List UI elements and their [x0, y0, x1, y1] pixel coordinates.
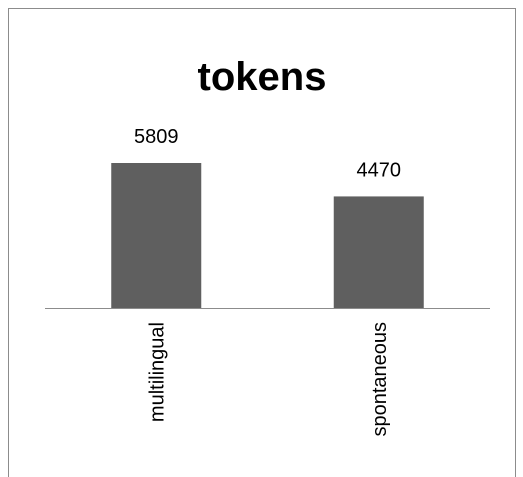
bar [333, 196, 424, 308]
value-label: 4470 [357, 159, 402, 181]
chart-border [8, 8, 516, 477]
x-tick-label: spontaneous [369, 322, 391, 437]
x-tick-label: multilingual [146, 322, 168, 422]
bar [111, 163, 202, 308]
chart-title: tokens [198, 55, 327, 99]
value-label: 5809 [134, 126, 179, 148]
